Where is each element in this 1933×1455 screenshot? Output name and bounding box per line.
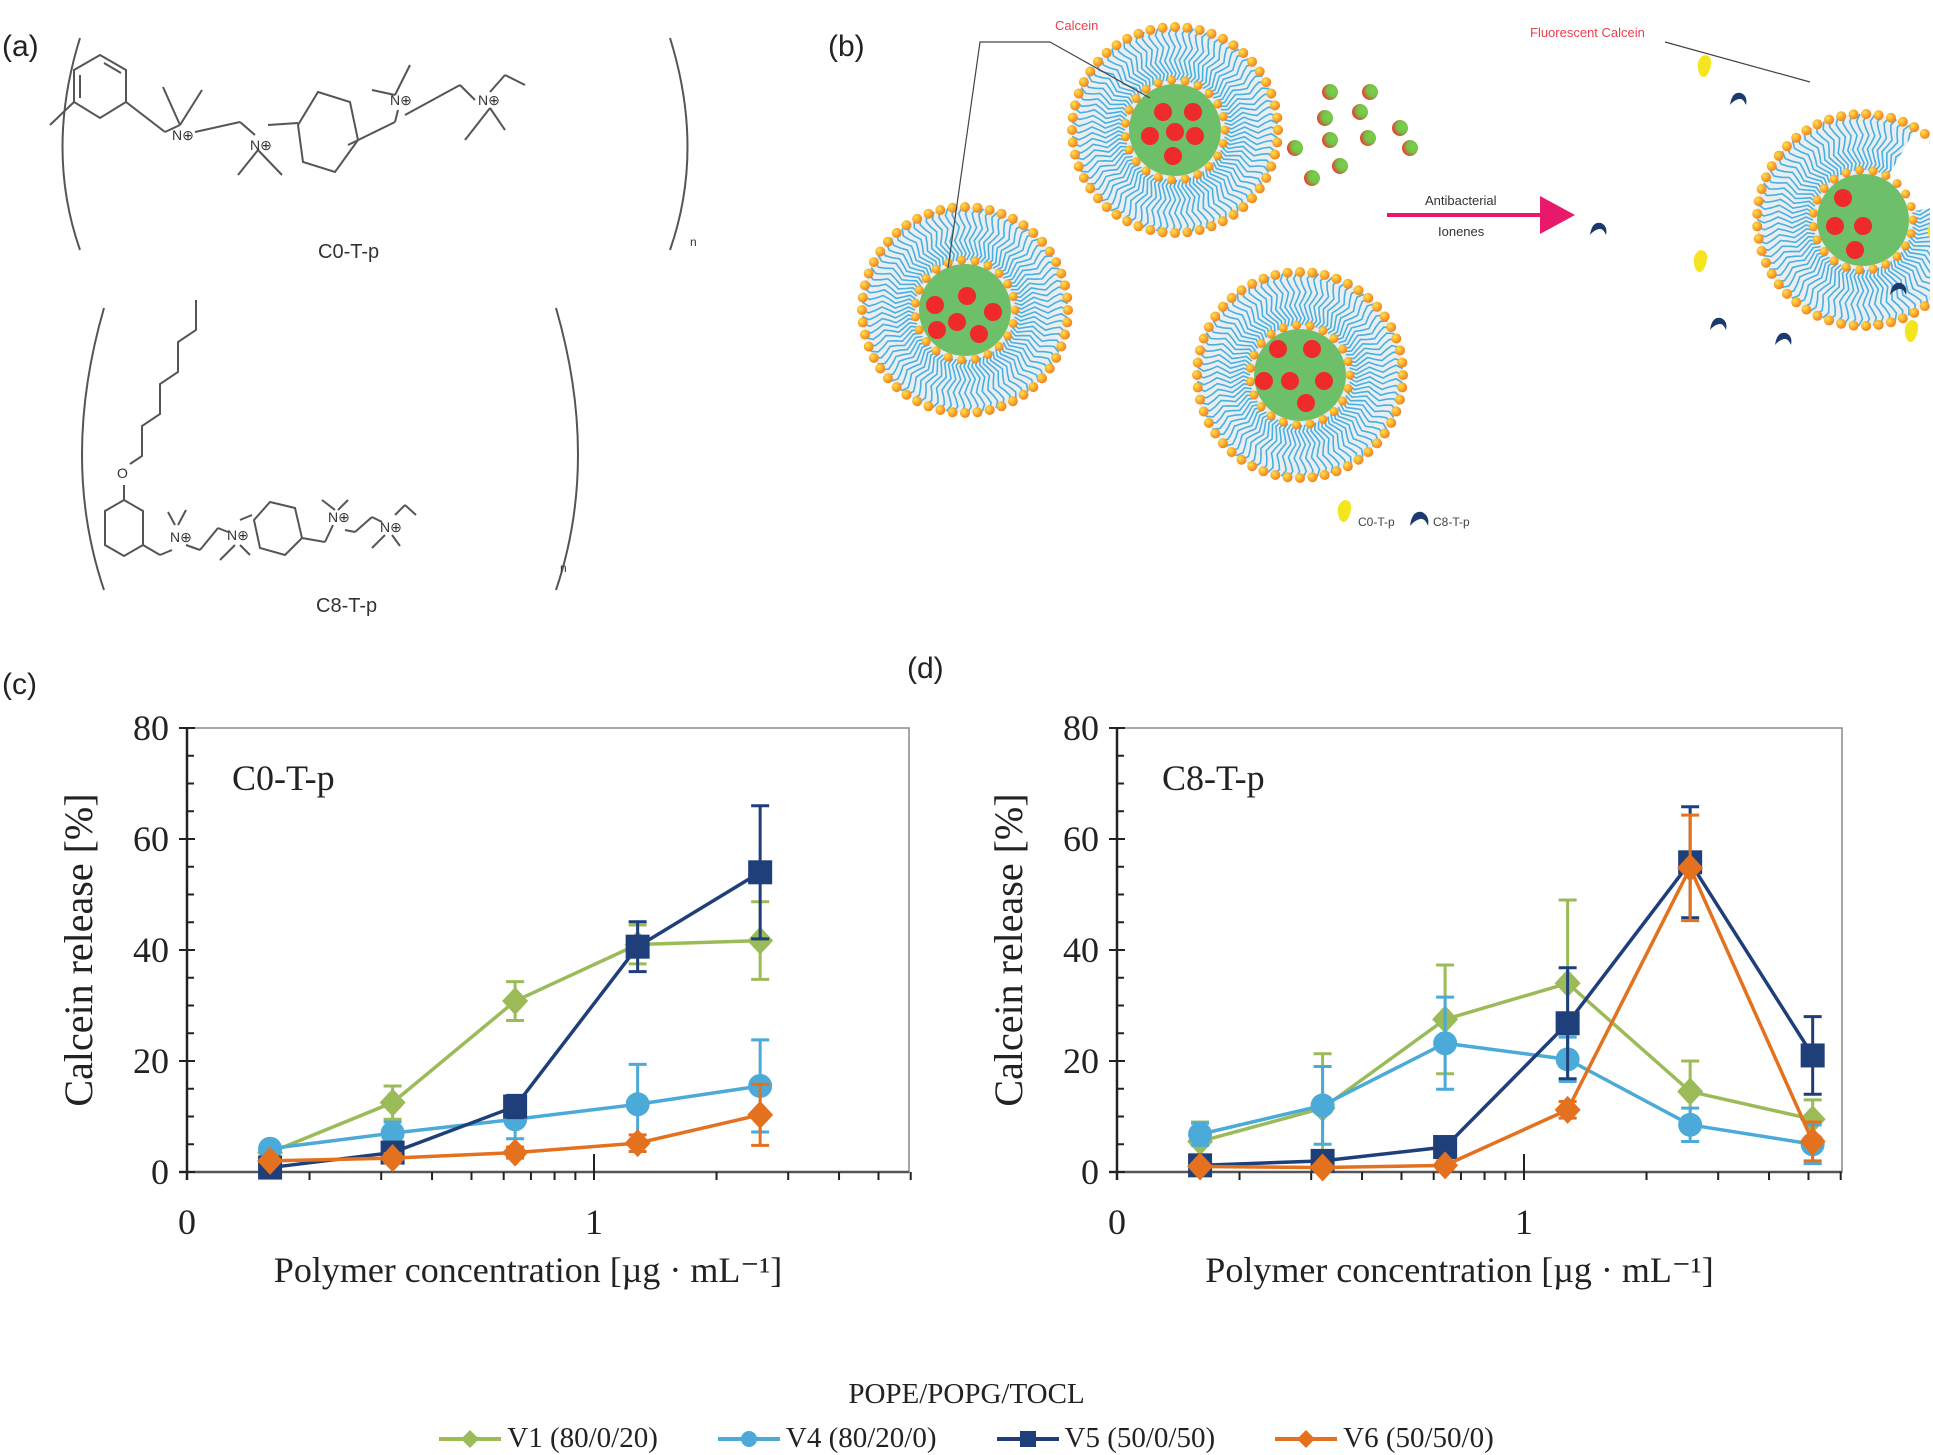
data-point-square xyxy=(503,1095,527,1119)
chart-title: C8-T-p xyxy=(1162,758,1265,798)
legend-label: V5 (50/0/50) xyxy=(1065,1422,1216,1455)
data-point-circle xyxy=(1678,1113,1702,1137)
data-point-circle xyxy=(1311,1093,1335,1117)
y-tick-label: 80 xyxy=(133,708,169,748)
x-tick-label: 0 xyxy=(178,1202,196,1242)
series-line xyxy=(1200,862,1813,1165)
x-axis-label: Polymer concentration [µg · mL⁻¹] xyxy=(274,1250,782,1290)
data-point-circle xyxy=(1188,1122,1212,1146)
y-tick-label: 80 xyxy=(1063,708,1099,748)
legend-item-v5: V5 (50/0/50) xyxy=(997,1422,1216,1455)
y-tick-label: 40 xyxy=(133,930,169,970)
y-tick-label: 60 xyxy=(133,819,169,859)
chart-c: 0 20 40 60 80 0 1 Polymer concentration [µg · m… xyxy=(56,708,911,1290)
x-tick-label: 1 xyxy=(1515,1202,1533,1242)
x-tick-label: 0 xyxy=(1108,1202,1126,1242)
data-point-square xyxy=(1556,1011,1580,1035)
data-point-circle xyxy=(1433,1031,1457,1055)
legend-label: V4 (80/20/0) xyxy=(786,1422,937,1455)
series-v5 xyxy=(1188,807,1825,1178)
x-tick-label: 1 xyxy=(585,1202,603,1242)
y-axis-label: Calcein release [%] xyxy=(986,793,1031,1106)
legend-label: V1 (80/0/20) xyxy=(507,1422,658,1455)
data-point-diamond xyxy=(1555,1096,1581,1124)
series-v6 xyxy=(1187,815,1826,1181)
legend-item-v6: V6 (50/50/0) xyxy=(1275,1422,1494,1455)
data-point-diamond xyxy=(747,1101,773,1129)
charts-canvas: 0 20 40 60 80 0 1 Polymer concentration [µg · m… xyxy=(0,0,1933,1360)
series-line xyxy=(1200,1043,1813,1144)
diamond-marker-icon xyxy=(439,1427,501,1451)
chart-d: 0 20 40 60 80 0 1 Polymer concentration [µg · m… xyxy=(986,708,1842,1290)
legend-label: V6 (50/50/0) xyxy=(1343,1422,1494,1455)
x-axis-label: Polymer concentration [µg · mL⁻¹] xyxy=(1205,1250,1713,1290)
series-line xyxy=(1200,983,1813,1141)
chart-title: C0-T-p xyxy=(232,758,335,798)
data-point-diamond xyxy=(502,1139,528,1167)
data-point-circle xyxy=(626,1092,650,1116)
y-tick-label: 20 xyxy=(133,1041,169,1081)
data-point-diamond xyxy=(625,1129,651,1157)
series-v1 xyxy=(1187,900,1826,1163)
data-point-square xyxy=(748,860,772,884)
y-tick-label: 0 xyxy=(1081,1152,1099,1192)
data-point-square xyxy=(1801,1043,1825,1067)
data-point-square xyxy=(626,935,650,959)
legend-item-v1: V1 (80/0/20) xyxy=(439,1422,658,1455)
square-marker-icon xyxy=(997,1427,1059,1451)
legend-title: POPE/POPG/TOCL xyxy=(0,1378,1933,1411)
y-tick-label: 60 xyxy=(1063,819,1099,859)
y-tick-label: 40 xyxy=(1063,930,1099,970)
legend-item-v4: V4 (80/20/0) xyxy=(718,1422,937,1455)
y-axis-label: Calcein release [%] xyxy=(56,793,101,1106)
circle-marker-icon xyxy=(718,1427,780,1451)
legend: V1 (80/0/20) V4 (80/20/0) V5 (50/0/50) V… xyxy=(0,1422,1933,1455)
diamond-marker-icon xyxy=(1275,1427,1337,1451)
y-tick-label: 20 xyxy=(1063,1041,1099,1081)
y-tick-label: 0 xyxy=(151,1152,169,1192)
